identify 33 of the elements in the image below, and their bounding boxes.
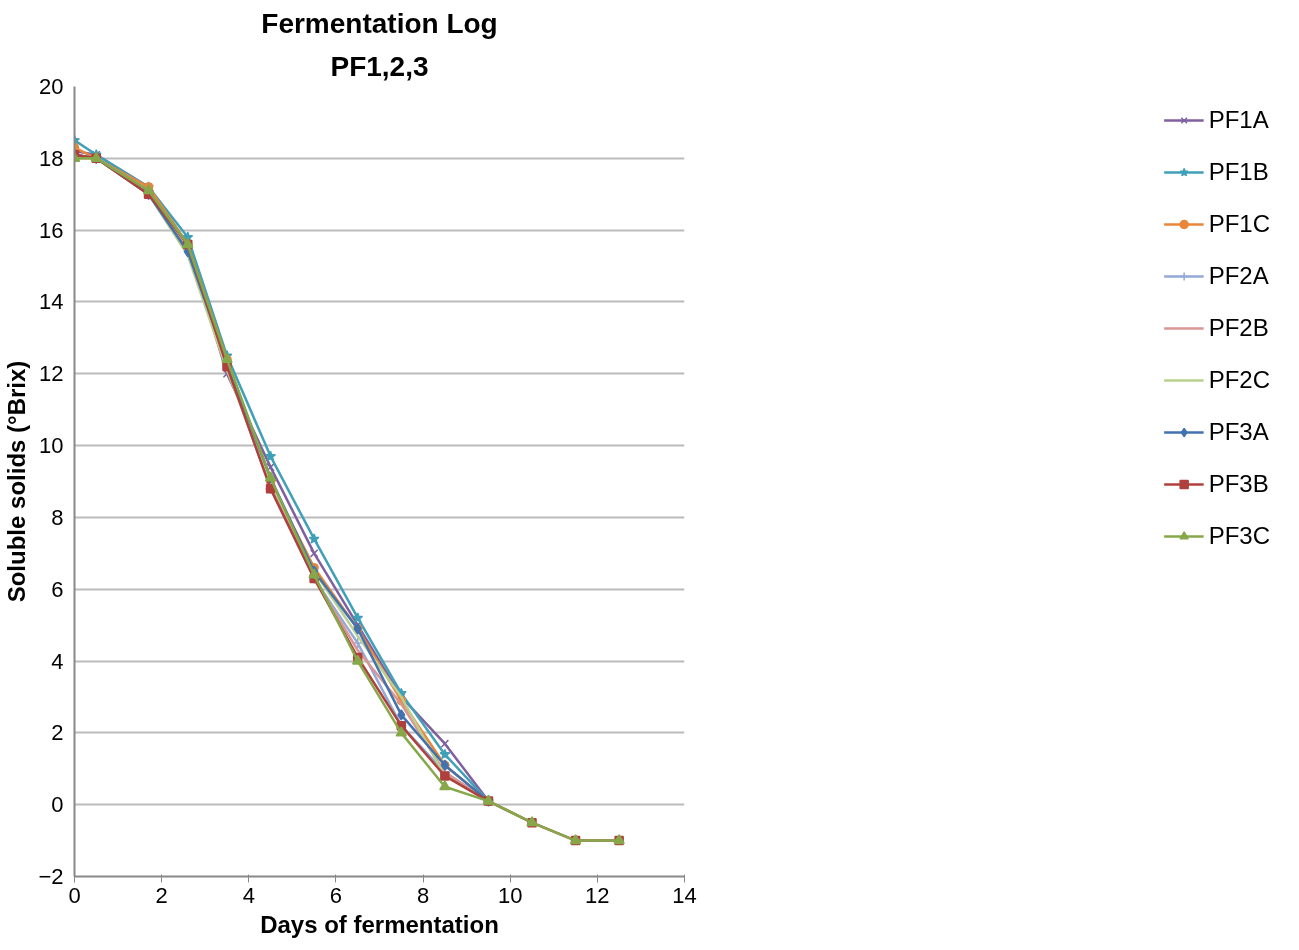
y-tick-label: 16 bbox=[39, 217, 64, 243]
y-tick-label: 18 bbox=[39, 145, 64, 171]
legend-label: PF3C bbox=[1208, 522, 1270, 550]
y-tick-label: 6 bbox=[51, 576, 64, 602]
legend-label: PF1C bbox=[1208, 210, 1270, 238]
y-tick-label: 0 bbox=[51, 792, 64, 818]
y-tick-label: 10 bbox=[39, 433, 64, 459]
x-tick-label: 8 bbox=[416, 882, 430, 908]
x-tick-label: 14 bbox=[672, 882, 697, 908]
chart-subtitle: PF1,2,3 bbox=[330, 50, 429, 82]
y-tick-label: 8 bbox=[51, 504, 64, 530]
y-tick-label: 4 bbox=[51, 648, 64, 674]
x-tick-label: 12 bbox=[585, 882, 610, 908]
y-tick-label: 2 bbox=[51, 720, 64, 746]
x-tick-label: 10 bbox=[497, 882, 523, 908]
y-tick-label: 12 bbox=[39, 361, 64, 387]
legend-label: PF1A bbox=[1208, 106, 1269, 134]
legend-label: PF3B bbox=[1208, 470, 1269, 498]
y-axis-title: Soluble solids (°Brix) bbox=[3, 360, 31, 603]
y-tick-label: 14 bbox=[39, 289, 64, 315]
legend-label: PF2B bbox=[1208, 314, 1269, 342]
legend-label: PF2A bbox=[1208, 262, 1269, 290]
x-tick-label: 6 bbox=[329, 882, 343, 908]
y-tick-label: −2 bbox=[38, 864, 64, 889]
x-tick-label: 4 bbox=[242, 882, 255, 908]
legend-label: PF2C bbox=[1208, 366, 1270, 394]
chart-title: Fermentation Log bbox=[261, 7, 498, 39]
x-tick-label: 2 bbox=[155, 882, 168, 908]
x-tick-label: 0 bbox=[68, 882, 81, 908]
legend-label: PF1B bbox=[1208, 158, 1269, 186]
y-tick-label: 20 bbox=[39, 74, 64, 99]
x-axis-title: Days of fermentation bbox=[260, 910, 499, 938]
legend-label: PF3A bbox=[1208, 418, 1269, 446]
